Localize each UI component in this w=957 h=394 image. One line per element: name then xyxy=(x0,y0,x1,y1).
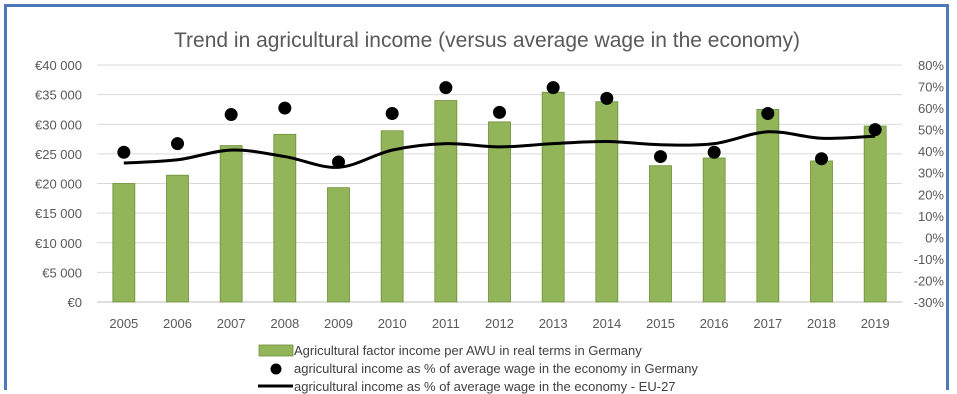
left-tick-label: €15 000 xyxy=(35,206,82,221)
legend-swatch-dot xyxy=(270,363,282,375)
scatter-point xyxy=(171,137,184,151)
x-tick-label: 2011 xyxy=(432,316,460,331)
scatter-point xyxy=(493,105,506,119)
scatter-series xyxy=(117,81,882,169)
x-tick-label: 2019 xyxy=(861,316,890,331)
bar xyxy=(380,130,404,303)
scatter-point xyxy=(546,81,560,95)
right-tick-label: 0% xyxy=(925,230,944,245)
x-tick-label: 2006 xyxy=(163,316,192,331)
legend: Agricultural factor income per AWU in re… xyxy=(258,343,698,394)
scatter-point xyxy=(868,123,882,137)
scatter-point xyxy=(224,108,238,122)
scatter-point xyxy=(439,81,453,95)
bar xyxy=(863,125,887,303)
right-tick-label: 30% xyxy=(918,166,944,181)
bar xyxy=(595,101,619,303)
x-tick-label: 2009 xyxy=(324,316,353,331)
bar xyxy=(273,133,297,303)
left-tick-label: €5 000 xyxy=(42,265,82,280)
x-tick-label: 2015 xyxy=(646,316,675,331)
left-tick-label: €20 000 xyxy=(35,177,82,192)
right-tick-label: 40% xyxy=(918,144,944,159)
scatter-point xyxy=(332,155,345,169)
legend-label-dot: agricultural income as % of average wage… xyxy=(294,361,698,376)
x-axis-ticks: 2005 2006 2007 2008 2009 2010 2011 2012 2013 2014… xyxy=(109,316,889,331)
right-axis-ticks: -30% -20% -10% 0% 10% 20% 30% 40% 50% 60% 70% 80% xyxy=(914,58,945,310)
right-tick-label: 10% xyxy=(918,209,944,224)
scatter-point xyxy=(707,145,721,159)
scatter-point xyxy=(761,106,775,120)
chart-frame xyxy=(4,4,949,390)
left-tick-label: €10 000 xyxy=(35,236,82,251)
bar xyxy=(219,145,243,303)
left-axis-ticks: €0 €5 000 €10 000 €15 000 €20 000 €25 000 €30 … xyxy=(35,58,82,310)
right-tick-label: 60% xyxy=(918,101,944,116)
bar xyxy=(756,109,780,303)
x-tick-label: 2013 xyxy=(539,316,568,331)
x-tick-label: 2008 xyxy=(270,316,299,331)
scatter-point xyxy=(654,150,667,164)
right-tick-label: 20% xyxy=(918,187,944,202)
left-tick-label: €0 xyxy=(68,295,82,310)
left-tick-label: €25 000 xyxy=(35,147,82,162)
x-tick-label: 2017 xyxy=(753,316,782,331)
right-tick-label: 70% xyxy=(918,80,944,95)
legend-label-bar: Agricultural factor income per AWU in re… xyxy=(294,343,642,358)
scatter-point xyxy=(600,91,614,105)
scatter-point xyxy=(278,101,292,115)
bar xyxy=(810,160,833,303)
bar xyxy=(488,121,511,303)
right-tick-label: 80% xyxy=(918,58,944,73)
x-tick-label: 2016 xyxy=(700,316,729,331)
left-tick-label: €35 000 xyxy=(35,88,82,103)
line-series xyxy=(123,130,876,169)
bar xyxy=(702,157,726,303)
legend-label-line: agricultural income as % of average wage… xyxy=(294,379,676,394)
bar xyxy=(434,100,458,303)
bar xyxy=(112,183,136,303)
right-tick-label: -30% xyxy=(914,295,945,310)
left-tick-label: €30 000 xyxy=(35,117,82,132)
bar xyxy=(327,187,350,303)
x-tick-label: 2010 xyxy=(378,316,407,331)
scatter-point xyxy=(385,106,399,120)
bar xyxy=(541,91,565,303)
x-tick-label: 2012 xyxy=(485,316,514,331)
x-tick-label: 2018 xyxy=(807,316,836,331)
scatter-point xyxy=(117,145,131,159)
x-tick-label: 2005 xyxy=(109,316,138,331)
bar xyxy=(649,165,672,303)
right-tick-label: 50% xyxy=(918,123,944,138)
scatter-point xyxy=(815,152,828,166)
x-tick-label: 2014 xyxy=(592,316,621,331)
legend-swatch-bar xyxy=(258,344,294,357)
bar-series xyxy=(112,91,887,303)
x-tick-label: 2007 xyxy=(217,316,246,331)
chart-title: Trend in agricultural income (versus ave… xyxy=(174,29,800,52)
bar xyxy=(166,174,189,303)
eu27-line xyxy=(123,130,876,169)
left-tick-label: €40 000 xyxy=(35,58,82,73)
right-tick-label: -20% xyxy=(914,273,945,288)
right-tick-label: -10% xyxy=(914,252,945,267)
